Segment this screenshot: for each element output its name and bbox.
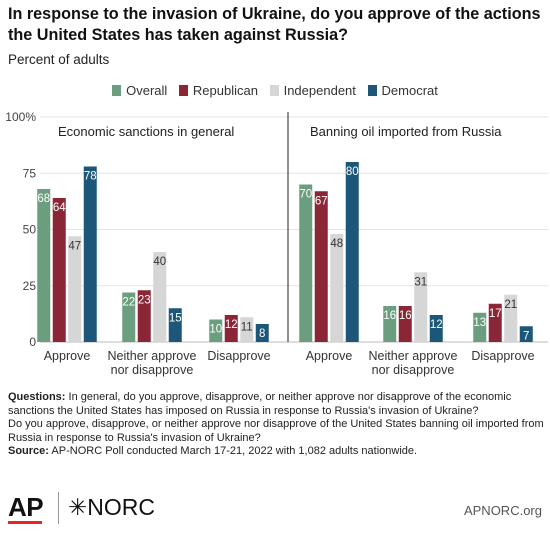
bar-independent xyxy=(330,234,344,342)
bar-value-label: 7 xyxy=(523,330,529,342)
questions-label: Questions: xyxy=(8,391,66,403)
bar-republican xyxy=(398,306,412,342)
legend-swatch-democrat xyxy=(367,85,377,96)
x-category-label: Neither approve xyxy=(369,349,458,363)
legend-label-republican: Republican xyxy=(192,83,258,98)
bar-value-label: 16 xyxy=(399,310,412,322)
bar-value-label: 48 xyxy=(330,238,343,250)
bar-value-label: 12 xyxy=(430,319,443,331)
legend-item-overall: Overall xyxy=(112,83,167,98)
bar-value-label: 21 xyxy=(504,299,517,311)
x-category-label: Approve xyxy=(306,349,353,363)
bar-independent xyxy=(153,252,167,342)
y-tick-label: 100% xyxy=(5,110,36,124)
legend-item-republican: Republican xyxy=(178,83,258,98)
bar-democrat xyxy=(83,166,97,342)
source-line: Source: AP-NORC Poll conducted March 17-… xyxy=(8,445,548,459)
y-tick-label: 0 xyxy=(29,335,36,349)
bar-value-label: 16 xyxy=(383,310,396,322)
bar-value-label: 13 xyxy=(473,317,486,329)
bar-overall xyxy=(383,306,397,342)
y-tick-label: 50 xyxy=(23,223,37,237)
logo-bar: AP ✳NORC APNORC.org xyxy=(8,490,542,530)
logo-divider xyxy=(58,492,59,524)
bar-value-label: 15 xyxy=(169,312,182,324)
legend-swatch-independent xyxy=(269,85,279,96)
bar-republican xyxy=(137,290,151,342)
legend-label-independent: Independent xyxy=(283,83,356,98)
x-category-label: Disapprove xyxy=(207,349,270,363)
legend-swatch-republican xyxy=(178,85,188,96)
source-text: AP-NORC Poll conducted March 17-21, 2022… xyxy=(48,445,418,458)
bar-republican xyxy=(314,191,328,342)
bar-value-label: 12 xyxy=(225,319,238,331)
source-label: Source: xyxy=(8,445,49,458)
bar-republican xyxy=(224,315,238,342)
bar-value-label: 80 xyxy=(346,166,359,178)
legend-label-democrat: Democrat xyxy=(381,83,438,98)
bar-democrat xyxy=(429,315,443,342)
bar-value-label: 22 xyxy=(122,297,135,309)
bar-independent xyxy=(414,272,428,342)
legend: Overall Republican Independent Democrat xyxy=(0,83,550,99)
bar-democrat xyxy=(168,308,182,342)
chart-subtitle: Percent of adults xyxy=(8,52,110,67)
bar-value-label: 68 xyxy=(37,193,50,205)
question-2: Do you approve, disapprove, or neither a… xyxy=(8,418,544,444)
site-url: APNORC.org xyxy=(463,503,542,518)
norc-logo: ✳NORC xyxy=(68,494,155,520)
legend-swatch-overall xyxy=(112,85,122,96)
bar-overall xyxy=(122,292,136,342)
bar-value-label: 67 xyxy=(315,195,328,207)
bar-republican xyxy=(52,198,66,342)
bar-value-label: 70 xyxy=(299,189,312,201)
bar-value-label: 17 xyxy=(489,308,502,320)
legend-item-democrat: Democrat xyxy=(367,83,438,98)
bar-democrat xyxy=(255,324,269,342)
bar-value-label: 10 xyxy=(209,324,222,336)
y-tick-label: 75 xyxy=(23,166,37,180)
bar-value-label: 64 xyxy=(53,202,66,214)
bar-democrat xyxy=(519,326,533,342)
bar-independent xyxy=(68,236,82,342)
x-category-label: Neither approve xyxy=(108,349,197,363)
question-1-text: In general, do you approve, disapprove, … xyxy=(8,391,512,417)
panel-title: Banning oil imported from Russia xyxy=(310,124,502,139)
legend-item-independent: Independent xyxy=(269,83,356,98)
bar-value-label: 78 xyxy=(84,171,97,183)
legend-label-overall: Overall xyxy=(126,83,168,98)
ap-logo-underline xyxy=(8,521,42,524)
chart-title: In response to the invasion of Ukraine, … xyxy=(8,5,541,44)
bar-value-label: 31 xyxy=(414,276,427,288)
bar-value-label: 8 xyxy=(259,328,265,340)
bar-overall xyxy=(473,312,487,342)
bar-independent xyxy=(504,294,518,342)
x-category-label: Disapprove xyxy=(471,349,534,363)
bar-republican xyxy=(488,303,502,342)
bar-value-label: 11 xyxy=(241,321,253,333)
bar-independent xyxy=(240,317,254,342)
bar-chart: 0 25 50 75 100% Economic sanctions in general… xyxy=(5,110,548,377)
x-category-label: nor disapprove xyxy=(111,363,194,377)
x-category-label: nor disapprove xyxy=(372,363,455,377)
panel-title: Economic sanctions in general xyxy=(58,124,234,139)
ap-logo: AP xyxy=(8,492,44,522)
bar-overall xyxy=(299,184,313,342)
footer-notes: Questions: In general, do you approve, d… xyxy=(8,391,548,459)
bar-value-label: 23 xyxy=(138,294,151,306)
bar-overall xyxy=(209,319,223,342)
y-tick-label: 25 xyxy=(23,279,37,293)
bar-value-label: 40 xyxy=(153,256,166,268)
x-category-label: Approve xyxy=(44,349,91,363)
bar-value-label: 47 xyxy=(68,240,81,252)
question-1: Questions: In general, do you approve, d… xyxy=(8,391,548,418)
bar-democrat xyxy=(345,162,359,342)
bar-overall xyxy=(37,189,51,342)
